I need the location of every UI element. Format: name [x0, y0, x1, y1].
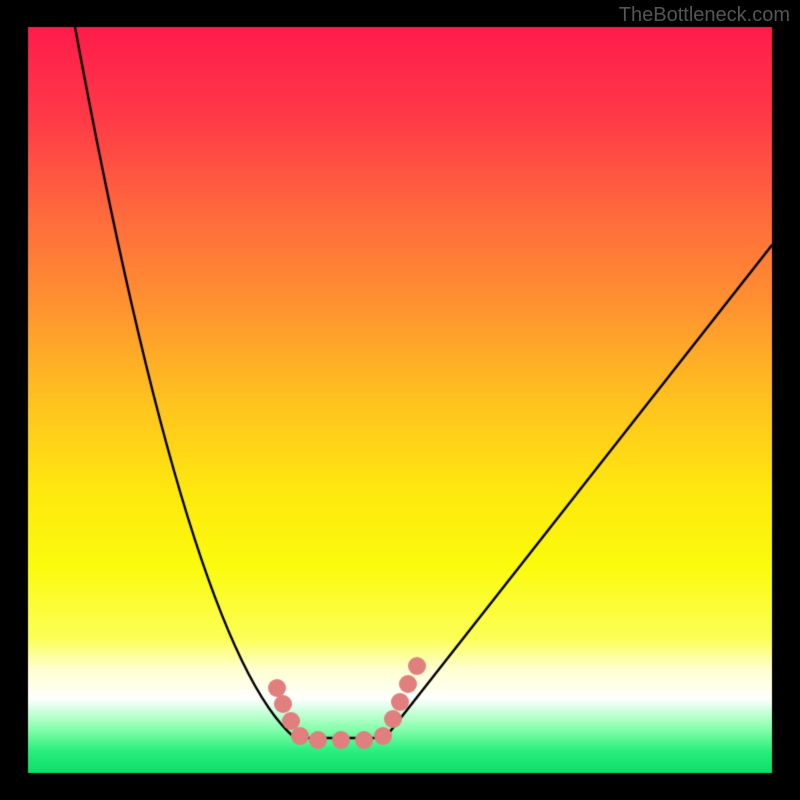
chart-container: TheBottleneck.com	[0, 0, 800, 800]
bottleneck-chart-canvas	[0, 0, 800, 800]
watermark-text: TheBottleneck.com	[619, 4, 790, 27]
